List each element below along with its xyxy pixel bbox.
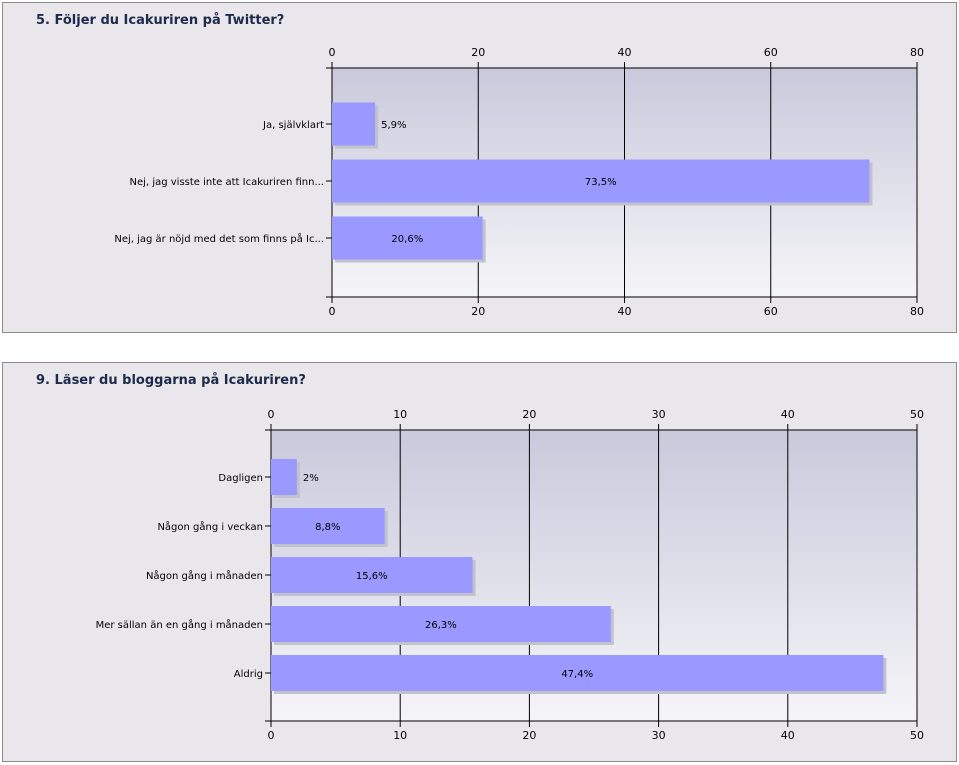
category-label: Nej, jag är nöjd med det som finns på Ic… bbox=[114, 232, 324, 245]
tick-label-top: 30 bbox=[652, 408, 666, 421]
bar bbox=[332, 159, 870, 203]
bar-chart-twitter: 0 0 20 20 40 40 60 60 80 80 Ja, självklart 5,9% Nej,… bbox=[114, 46, 924, 318]
category-label: Mer sällan än en gång i månaden bbox=[96, 618, 263, 631]
bar bbox=[332, 216, 483, 260]
tick-label-bottom: 50 bbox=[910, 729, 924, 742]
data-label: 8,8% bbox=[315, 522, 340, 533]
tick-label-top: 20 bbox=[471, 46, 485, 59]
chart-title: 9. Läser du bloggarna på Icakuriren? bbox=[36, 373, 306, 388]
data-label: 73,5% bbox=[585, 177, 617, 188]
bar-chart-blogs: 0 0 10 10 20 20 30 30 40 40 50 50 Dagligen 2% Någon gå… bbox=[96, 408, 924, 742]
tick-label-bottom: 60 bbox=[764, 305, 778, 318]
bar bbox=[271, 655, 884, 691]
tick-label-top: 80 bbox=[910, 46, 924, 59]
data-label: 15,6% bbox=[356, 571, 388, 582]
tick-label-top: 0 bbox=[268, 408, 275, 421]
data-label: 26,3% bbox=[425, 620, 457, 631]
tick-label-top: 10 bbox=[393, 408, 407, 421]
tick-label-bottom: 30 bbox=[652, 729, 666, 742]
tick-label-top: 60 bbox=[764, 46, 778, 59]
category-label: Ja, självklart bbox=[262, 120, 324, 131]
data-label: 47,4% bbox=[561, 669, 593, 680]
tick-label-top: 20 bbox=[522, 408, 536, 421]
tick-label-bottom: 20 bbox=[522, 729, 536, 742]
tick-label-bottom: 40 bbox=[781, 729, 795, 742]
tick-label-bottom: 40 bbox=[618, 305, 632, 318]
tick-label-top: 50 bbox=[910, 408, 924, 421]
tick-label-bottom: 0 bbox=[268, 729, 275, 742]
bar bbox=[271, 557, 473, 593]
tick-label-top: 0 bbox=[329, 46, 336, 59]
tick-label-top: 40 bbox=[618, 46, 632, 59]
category-label: Aldrig bbox=[234, 669, 263, 680]
tick-label-bottom: 0 bbox=[329, 305, 336, 318]
chart-panel-blogs: 9. Läser du bloggarna på Icakuriren? 0 0 1… bbox=[2, 362, 957, 762]
chart-panel-twitter: 5. Följer du Icakuriren på Twitter? 0 0 20… bbox=[2, 2, 957, 333]
category-label: Nej, jag visste inte att Icakuriren finn… bbox=[130, 177, 324, 188]
bar bbox=[332, 102, 376, 146]
tick-label-bottom: 80 bbox=[910, 305, 924, 318]
bar bbox=[271, 508, 385, 544]
bar bbox=[271, 606, 611, 642]
tick-label-bottom: 20 bbox=[471, 305, 485, 318]
category-label: Dagligen bbox=[218, 473, 263, 484]
category-label: Någon gång i veckan bbox=[157, 520, 263, 533]
data-label: 5,9% bbox=[381, 120, 406, 131]
bar bbox=[271, 459, 297, 495]
tick-label-top: 40 bbox=[781, 408, 795, 421]
category-label: Någon gång i månaden bbox=[146, 569, 263, 582]
chart-title: 5. Följer du Icakuriren på Twitter? bbox=[36, 13, 285, 28]
tick-label-bottom: 10 bbox=[393, 729, 407, 742]
data-label: 20,6% bbox=[391, 234, 423, 245]
data-label: 2% bbox=[303, 473, 319, 484]
